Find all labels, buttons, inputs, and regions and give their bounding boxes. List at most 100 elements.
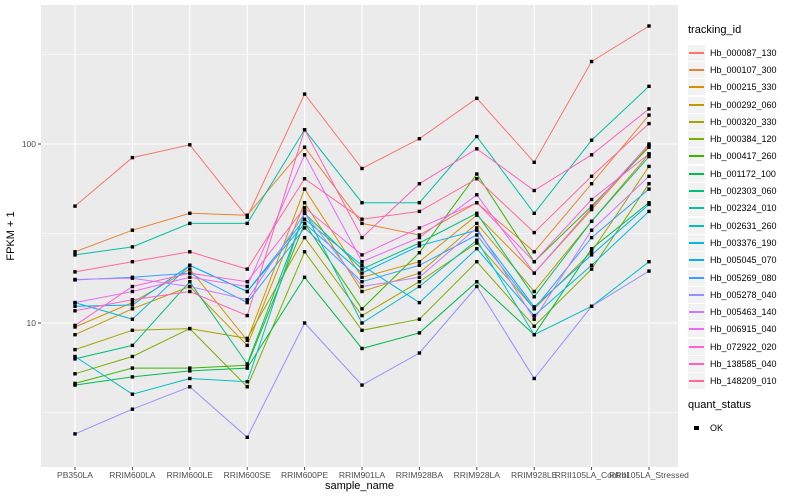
data-point-marker [532, 307, 536, 311]
legend-entry-label: Hb_072922_020 [710, 341, 777, 352]
legend-key-line-icon [689, 276, 704, 279]
data-point-marker [475, 134, 479, 139]
data-point-marker [302, 153, 307, 157]
x-tick-label: RRIM600SE [224, 470, 272, 480]
data-point-marker [647, 260, 651, 264]
data-point-marker [245, 213, 249, 217]
data-point-marker [417, 351, 422, 355]
data-point-marker [532, 230, 536, 235]
data-point-marker [532, 160, 536, 164]
data-point-marker [188, 221, 192, 226]
data-point-marker [130, 155, 135, 160]
data-point-marker [130, 366, 135, 370]
data-point-marker [302, 321, 307, 325]
data-point-marker [130, 307, 135, 311]
data-point-marker [589, 219, 594, 223]
data-point-marker [360, 383, 364, 387]
data-point-marker [417, 226, 422, 230]
legend-entry: Hb_005463_140 [688, 303, 798, 321]
data-point-marker [417, 284, 422, 289]
legend-entry-label: Hb_001172_100 [710, 168, 776, 179]
legend-key [688, 165, 705, 182]
legend-entry-label: Hb_006915_040 [710, 324, 777, 335]
legend-key [688, 44, 705, 61]
data-point-marker [130, 260, 135, 264]
x-tick-label: PB350LA [57, 470, 93, 480]
data-point-marker [532, 333, 536, 337]
data-point-marker [73, 323, 77, 328]
data-point-marker [130, 289, 135, 294]
data-point-marker [188, 267, 192, 271]
legend-entry: Hb_002631_260 [688, 217, 798, 234]
legend-key [688, 96, 705, 113]
data-point-marker [188, 143, 192, 147]
data-point-marker [130, 343, 135, 348]
legend-entry-label: Hb_005045_070 [710, 255, 777, 266]
data-point-marker [647, 142, 651, 146]
legend: tracking_id Hb_000087_130 Hb_000107_300 Hb… [688, 24, 798, 436]
data-point-marker [245, 362, 249, 366]
data-point-marker [589, 138, 594, 142]
data-point-marker [302, 145, 307, 149]
data-point-marker [73, 277, 77, 282]
legend-key [688, 234, 705, 251]
legend-key-line-icon [689, 190, 704, 193]
x-tick-label: RRII105LA_Stressed [609, 470, 689, 480]
data-point-marker [302, 226, 307, 230]
legend-entry-label: Hb_002303_060 [710, 186, 777, 197]
data-point-marker [73, 357, 77, 361]
data-point-marker [73, 270, 77, 274]
data-point-marker [73, 372, 77, 376]
data-point-marker [532, 188, 536, 193]
data-point-marker [475, 260, 479, 264]
data-point-marker [417, 251, 422, 255]
data-point-marker [245, 338, 249, 342]
data-point-marker [188, 376, 192, 381]
legend-entry: Hb_000384_120 [688, 130, 798, 148]
data-point-marker [188, 326, 192, 331]
data-point-marker [188, 271, 192, 275]
data-point-marker [532, 211, 536, 215]
data-point-marker [360, 271, 364, 275]
data-point-marker [475, 147, 479, 151]
data-point-marker [245, 221, 249, 226]
legend-entry: Hb_072922_020 [688, 338, 798, 355]
data-point-marker [475, 226, 479, 230]
data-point-marker [302, 201, 307, 205]
data-point-marker [130, 284, 135, 289]
data-point-marker [647, 152, 651, 156]
legend-key-line-icon [689, 259, 704, 262]
legend-key [688, 286, 705, 303]
data-point-marker [302, 92, 307, 96]
data-point-marker [589, 247, 594, 251]
data-point-marker [589, 59, 594, 64]
data-point-marker [188, 369, 192, 373]
legend-entry-label: OK [710, 422, 724, 433]
x-axis-title: sample_name [324, 480, 395, 492]
legend-key [688, 321, 705, 338]
legend-key-line-icon [689, 155, 704, 158]
legend-entry: Hb_003376_190 [688, 234, 798, 251]
data-point-marker [417, 235, 422, 240]
data-point-marker [360, 307, 364, 311]
legend-key [688, 61, 705, 78]
x-tick-label: RRIM928LE [511, 470, 558, 480]
data-point-marker [245, 435, 249, 439]
x-tick-label: RRIM928BA [396, 470, 444, 480]
data-point-marker [245, 300, 249, 305]
data-point-marker [130, 392, 135, 396]
data-point-marker [245, 380, 249, 384]
data-point-marker [647, 154, 651, 159]
data-point-marker [73, 432, 77, 436]
data-point-marker [73, 354, 77, 359]
data-point-marker [532, 295, 536, 299]
data-point-marker [647, 121, 651, 126]
data-point-marker [360, 346, 364, 351]
data-point-marker [360, 263, 364, 267]
data-point-marker [360, 260, 364, 264]
legend-key-line-icon [689, 68, 704, 71]
data-point-marker [302, 275, 307, 279]
data-point-marker [302, 250, 307, 254]
legend-key [688, 269, 705, 286]
data-point-marker [589, 153, 594, 157]
